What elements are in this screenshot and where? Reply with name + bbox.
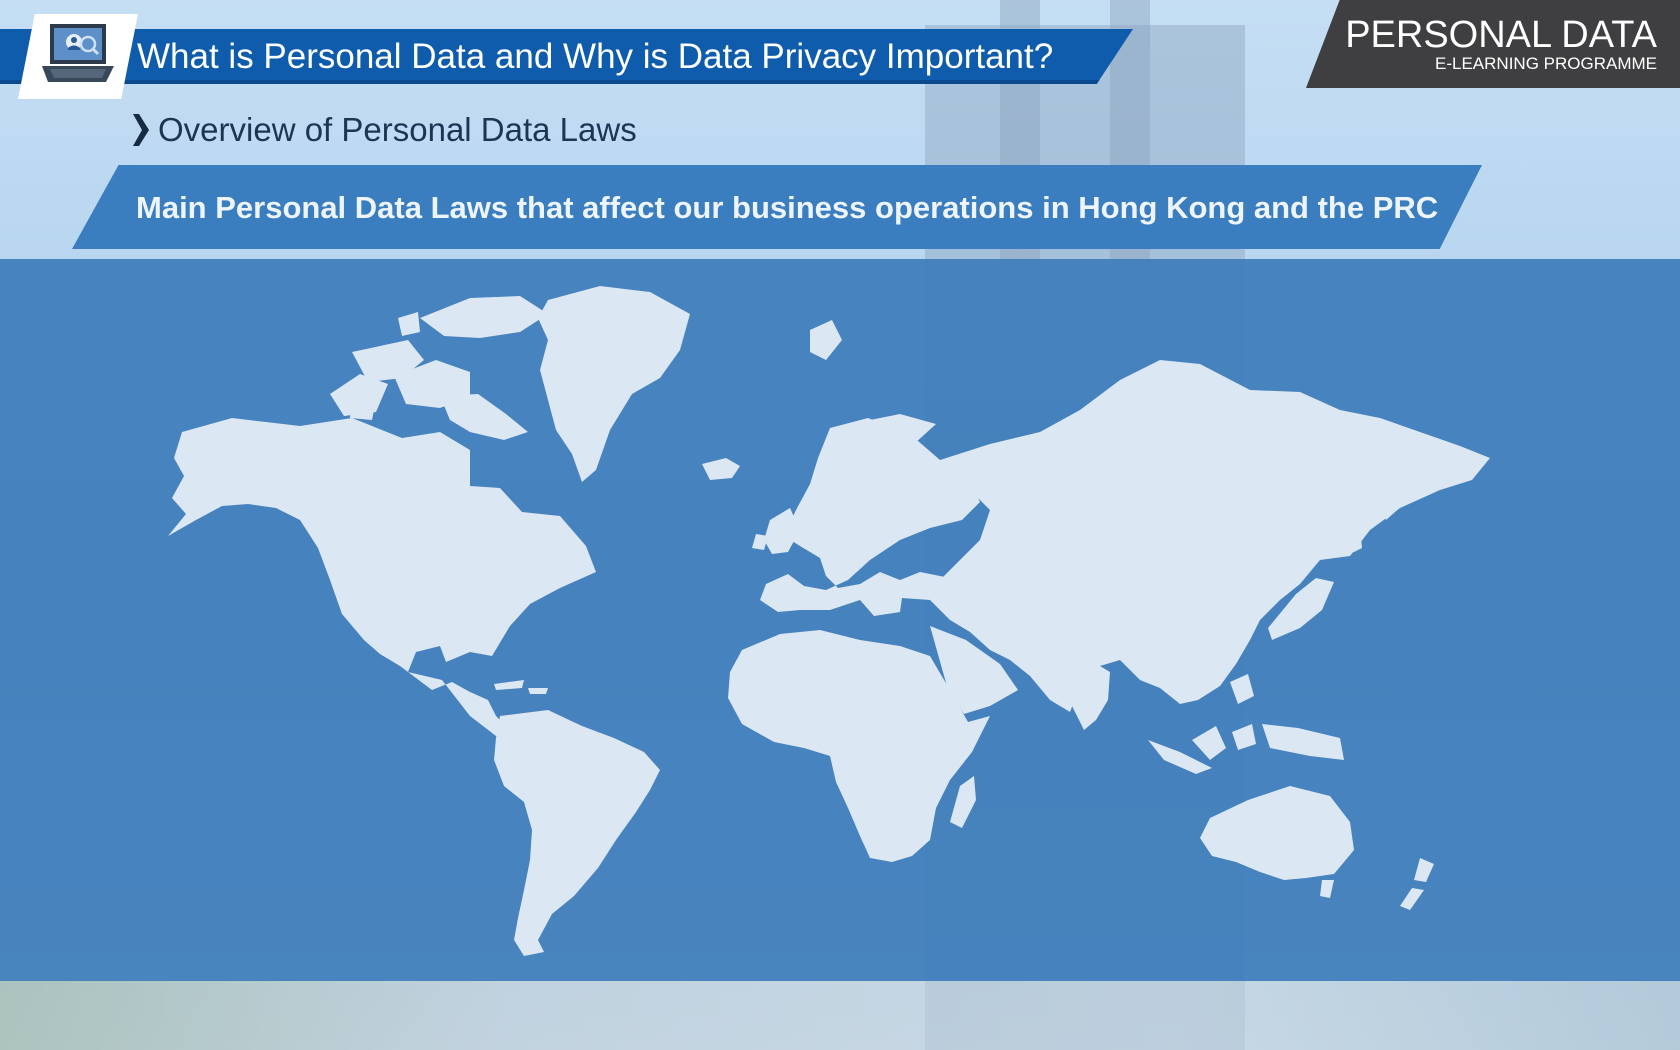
iceland-shape	[702, 458, 740, 480]
world-map-icon	[168, 286, 1490, 956]
chevron-right-icon	[133, 114, 149, 146]
brand-tab: PERSONAL DATA E-LEARNING PROGRAMME	[1306, 0, 1680, 88]
title-bar	[0, 29, 1133, 84]
greenland-shape	[538, 286, 690, 482]
madagascar-shape	[950, 776, 976, 828]
south-america-shape	[494, 710, 660, 956]
laptop-icon	[42, 24, 114, 82]
section-banner-text: Main Personal Data Laws that affect our …	[136, 190, 1439, 225]
africa-shape	[728, 630, 990, 862]
arabia-shape	[930, 626, 1018, 714]
central-america-shape	[470, 712, 506, 736]
subheading: Overview of Personal Data Laws	[158, 111, 637, 148]
laptop-icon-card	[18, 14, 138, 99]
southeast-asia-islands-shape	[1148, 740, 1212, 774]
brand-subtitle: E-LEARNING PROGRAMME	[1435, 54, 1657, 73]
map-panel	[0, 259, 1680, 981]
section-banner	[72, 165, 1482, 249]
europe-shape	[760, 418, 996, 616]
australia-shape	[1200, 786, 1354, 880]
brand-title: PERSONAL DATA	[1345, 14, 1657, 56]
page-title: What is Personal Data and Why is Data Pr…	[137, 37, 1054, 76]
new-zealand-shape	[1414, 858, 1434, 882]
scandinavia-shape	[820, 414, 936, 510]
japan-shape	[1268, 578, 1334, 640]
background-city	[0, 980, 1680, 1050]
north-america-shape	[168, 418, 596, 716]
india-shape	[1062, 660, 1110, 730]
british-isles-shape	[764, 508, 800, 554]
asia-shape	[930, 360, 1490, 712]
